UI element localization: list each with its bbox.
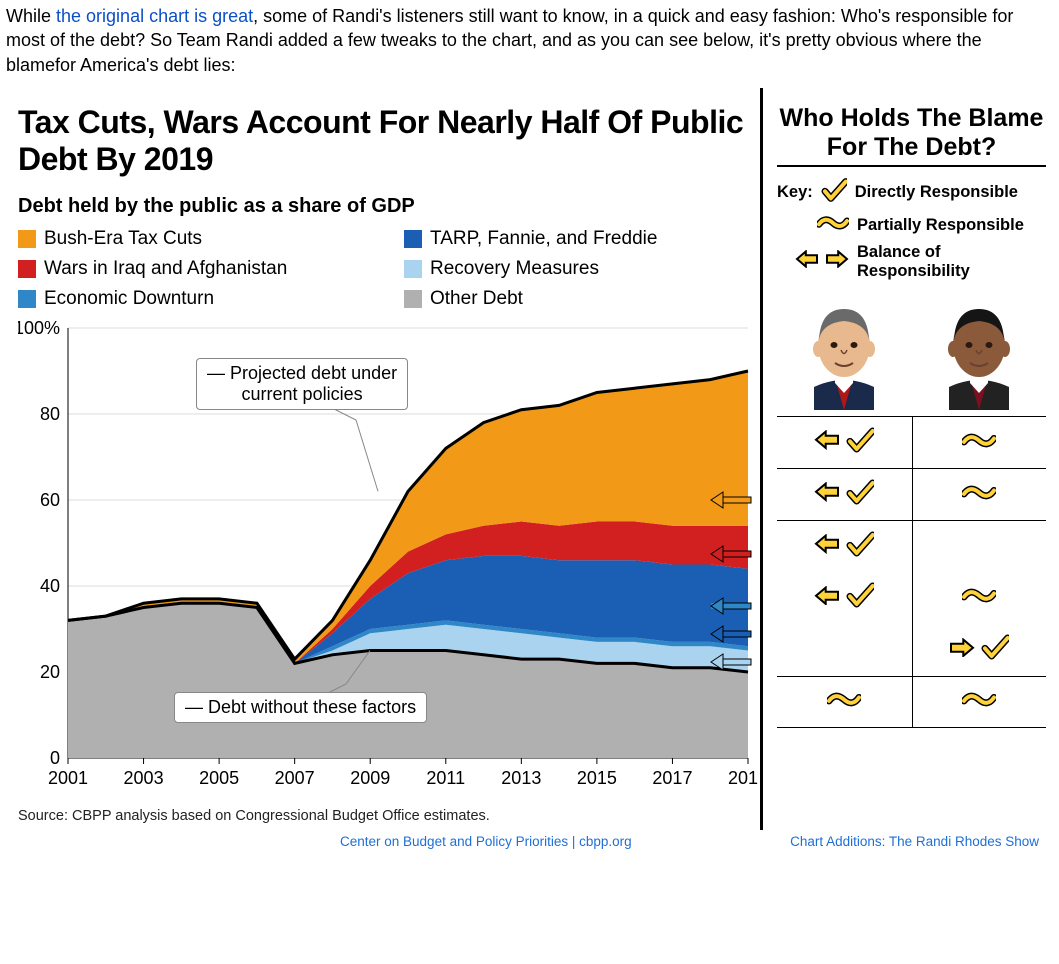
legend-label: TARP, Fannie, and Freddie (430, 228, 657, 250)
arrow-left-icon (814, 482, 840, 507)
svg-text:40: 40 (40, 576, 60, 596)
legend-swatch (18, 230, 36, 248)
blame-cell-obama (912, 690, 1047, 714)
legend-item: Bush-Era Tax Cuts (18, 228, 364, 250)
blame-title: Who Holds The Blame For The Debt? (777, 104, 1046, 168)
bush-portrait (799, 295, 889, 410)
check-icon (846, 426, 874, 459)
tilde-icon (962, 690, 996, 714)
svg-text:2005: 2005 (199, 768, 239, 788)
blame-cell-bush (777, 690, 912, 714)
blame-arrows-svg (729, 486, 763, 806)
legend-swatch (404, 230, 422, 248)
chart-source: Source: CBPP analysis based on Congressi… (18, 802, 750, 824)
portraits-row (777, 295, 1046, 410)
legend-swatch (404, 260, 422, 278)
check-icon (981, 633, 1009, 666)
key-label: Key: (777, 183, 813, 202)
chart-legend: Bush-Era Tax Cuts TARP, Fannie, and Fredd… (18, 228, 750, 310)
tilde-icon (962, 586, 996, 610)
legend-swatch (18, 260, 36, 278)
svg-text:2001: 2001 (48, 768, 88, 788)
legend-label: Wars in Iraq and Afghanistan (44, 258, 287, 280)
blame-panel: Who Holds The Blame For The Debt? Key: D… (760, 88, 1056, 831)
svg-text:60: 60 (40, 490, 60, 510)
svg-text:2013: 2013 (501, 768, 541, 788)
arrows-icon (795, 250, 849, 273)
key-item-label: Partially Responsible (857, 216, 1024, 235)
svg-text:0: 0 (50, 748, 60, 768)
legend-item: Other Debt (404, 288, 750, 310)
svg-text:2007: 2007 (275, 768, 315, 788)
arrow-left-icon (814, 534, 840, 559)
key-item-label: Balance of Responsibility (857, 243, 1046, 281)
legend-label: Economic Downturn (44, 288, 214, 310)
blame-cell-obama (912, 483, 1047, 507)
check-icon (821, 177, 847, 208)
obama-portrait (934, 295, 1024, 410)
credits-row: Center on Budget and Policy Priorities |… (0, 830, 1059, 857)
svg-text:2017: 2017 (652, 768, 692, 788)
arrow-left-icon (814, 586, 840, 611)
blame-cell-obama (912, 633, 1047, 666)
blame-divider (912, 416, 914, 728)
intro-prefix: While (6, 6, 56, 26)
tilde-icon (817, 214, 849, 237)
legend-swatch (404, 290, 422, 308)
chart-panel: Tax Cuts, Wars Account For Nearly Half O… (0, 88, 760, 831)
svg-text:2003: 2003 (124, 768, 164, 788)
intro-paragraph: While the original chart is great, some … (0, 0, 1059, 87)
callout-projected-debt: — Projected debt undercurrent policies (196, 358, 408, 409)
blame-cell-bush (777, 581, 912, 614)
legend-label: Recovery Measures (430, 258, 599, 280)
arrow-right-icon (949, 638, 975, 663)
svg-text:2009: 2009 (350, 768, 390, 788)
svg-text:2011: 2011 (426, 768, 465, 788)
credit-randi: Chart Additions: The Randi Rhodes Show (790, 834, 1039, 849)
legend-item: TARP, Fannie, and Freddie (404, 228, 750, 250)
svg-text:80: 80 (40, 404, 60, 424)
svg-text:2015: 2015 (577, 768, 617, 788)
legend-label: Bush-Era Tax Cuts (44, 228, 202, 250)
tilde-icon (962, 483, 996, 507)
intro-link[interactable]: the original chart is great (56, 6, 253, 26)
check-icon (846, 478, 874, 511)
legend-swatch (18, 290, 36, 308)
check-icon (846, 581, 874, 614)
tilde-icon (962, 431, 996, 455)
blame-table (777, 416, 1046, 728)
arrow-left-icon (814, 430, 840, 455)
chart-title: Tax Cuts, Wars Account For Nearly Half O… (18, 104, 750, 178)
blame-cell-bush (777, 478, 912, 511)
check-icon (846, 530, 874, 563)
chart-subtitle: Debt held by the public as a share of GD… (18, 195, 750, 218)
callout-debt-without: — Debt without these factors (174, 692, 427, 723)
credit-cbpp: Center on Budget and Policy Priorities |… (340, 834, 632, 849)
blame-cell-obama (912, 586, 1047, 610)
chart-area: 0 20 40 60 80 100% 2001 2003 2005 2007 2009 2011 201… (18, 320, 750, 802)
legend-item: Recovery Measures (404, 258, 750, 280)
blame-cell-bush (777, 426, 912, 459)
legend-item: Wars in Iraq and Afghanistan (18, 258, 364, 280)
svg-text:100%: 100% (18, 320, 60, 338)
key-item-label: Directly Responsible (855, 183, 1018, 202)
legend-label: Other Debt (430, 288, 523, 310)
tilde-icon (827, 690, 861, 714)
blame-cell-bush (777, 530, 912, 563)
blame-cell-obama (912, 431, 1047, 455)
legend-item: Economic Downturn (18, 288, 364, 310)
svg-text:20: 20 (40, 662, 60, 682)
blame-key: Key: Directly Responsible Partially Resp… (777, 177, 1046, 281)
